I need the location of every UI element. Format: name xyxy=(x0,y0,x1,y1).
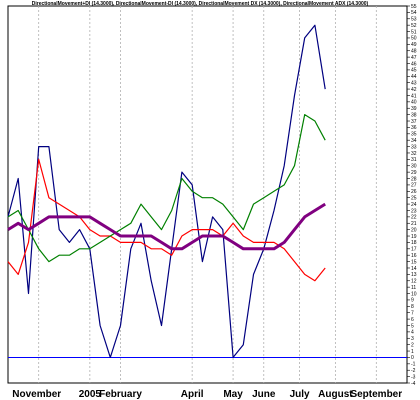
y-tick-label: 12 xyxy=(411,279,417,285)
y-tick-label: 36 xyxy=(411,125,417,131)
y-tick-label: -2 xyxy=(411,368,416,374)
y-tick-label: 43 xyxy=(411,80,417,86)
y-tick-label: 10 xyxy=(411,291,417,297)
y-tick-label: 0 xyxy=(411,355,414,361)
y-tick-label: 9 xyxy=(411,298,414,304)
y-tick-label: 30 xyxy=(411,164,417,170)
y-tick-label: 5 xyxy=(411,323,414,329)
y-tick-label: 50 xyxy=(411,36,417,42)
x-tick-label: 2005 xyxy=(79,389,102,400)
y-tick-label: 4 xyxy=(411,330,414,336)
y-tick-label: 31 xyxy=(411,157,417,163)
y-tick-label: 20 xyxy=(411,227,417,233)
y-tick-label: -1 xyxy=(411,362,416,368)
y-tick-label: 18 xyxy=(411,240,417,246)
y-tick-label: 26 xyxy=(411,189,417,195)
x-tick-label: February xyxy=(99,389,142,400)
y-tick-label: 54 xyxy=(411,10,417,16)
y-tick-label: 44 xyxy=(411,74,417,80)
y-tick-label: 37 xyxy=(411,119,417,125)
y-tick-label: 21 xyxy=(411,221,417,227)
y-tick-label: 51 xyxy=(411,29,417,35)
y-tick-label: 53 xyxy=(411,17,417,23)
x-tick-label: August xyxy=(318,389,353,400)
y-tick-label: -4 xyxy=(411,381,416,387)
y-tick-label: 14 xyxy=(411,266,417,272)
y-tick-label: 49 xyxy=(411,42,417,48)
y-tick-label: 46 xyxy=(411,61,417,67)
y-tick-label: 47 xyxy=(411,55,417,61)
y-tick-label: 1 xyxy=(411,349,414,355)
x-tick-label: June xyxy=(252,389,276,400)
series-line-3 xyxy=(7,113,326,263)
x-tick-label: May xyxy=(223,389,243,400)
y-tick-label: 38 xyxy=(411,112,417,118)
y-tick-label: 8 xyxy=(411,304,414,310)
y-tick-label: 28 xyxy=(411,176,417,182)
y-tick-label: 15 xyxy=(411,259,417,265)
series-line-2 xyxy=(7,158,326,282)
y-tick-label: 19 xyxy=(411,234,417,240)
y-tick-label: 39 xyxy=(411,106,417,112)
x-tick-label: September xyxy=(350,389,402,400)
y-tick-label: 40 xyxy=(411,100,417,106)
y-tick-label: 52 xyxy=(411,23,417,29)
y-tick-label: 3 xyxy=(411,336,414,342)
plot-frame xyxy=(7,5,408,384)
y-tick-label: 41 xyxy=(411,93,417,99)
y-tick-label: 22 xyxy=(411,215,417,221)
y-tick-label: 6 xyxy=(411,317,414,323)
y-tick-label: 33 xyxy=(411,144,417,150)
y-tick-label: 34 xyxy=(411,138,417,144)
y-tick-label: -3 xyxy=(411,374,416,380)
series-line-1 xyxy=(7,24,326,358)
y-tick-label: 7 xyxy=(411,311,414,317)
y-tick-label: 55 xyxy=(411,4,417,10)
x-tick-label: July xyxy=(290,389,310,400)
y-tick-label: 45 xyxy=(411,68,417,74)
x-tick-label: April xyxy=(181,389,204,400)
series-line-4 xyxy=(7,202,326,251)
y-tick-label: 23 xyxy=(411,208,417,214)
y-tick-label: 16 xyxy=(411,253,417,259)
y-tick-label: 32 xyxy=(411,151,417,157)
y-tick-label: 13 xyxy=(411,272,417,278)
y-tick-label: 11 xyxy=(411,285,416,291)
y-tick-label: 42 xyxy=(411,87,417,93)
y-tick-label: 27 xyxy=(411,183,417,189)
y-tick-label: 25 xyxy=(411,195,417,201)
y-tick-label: 29 xyxy=(411,170,417,176)
y-tick-label: 35 xyxy=(411,132,417,138)
y-tick-label: 48 xyxy=(411,49,417,55)
y-tick-label: 17 xyxy=(411,247,417,253)
y-tick-label: 2 xyxy=(411,342,414,348)
chart-title: DirectionalMovement+DI (14.3000), Direct… xyxy=(31,1,369,7)
x-tick-label: November xyxy=(12,389,61,400)
y-tick-label: 24 xyxy=(411,202,417,208)
